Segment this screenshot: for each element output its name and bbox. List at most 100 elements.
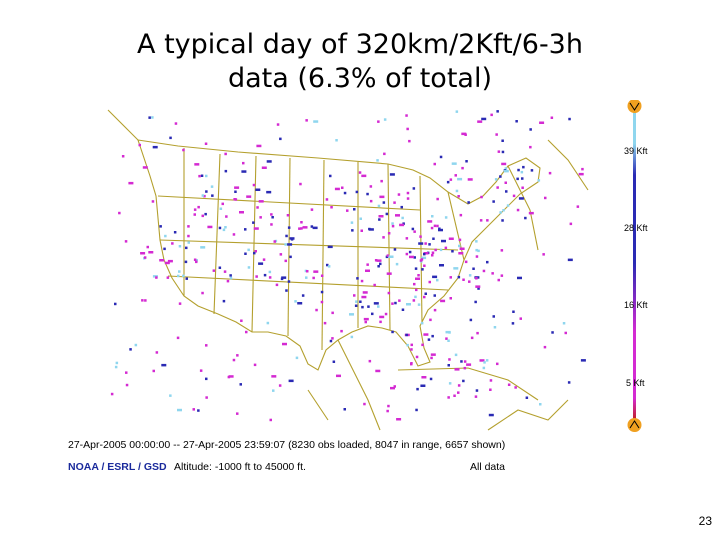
observation-mark: [332, 360, 336, 363]
bottom-handle-chevron-icon: [629, 420, 640, 429]
observation-mark: [436, 278, 439, 282]
observation-mark: [564, 331, 567, 335]
observation-mark: [447, 396, 450, 399]
observation-mark: [406, 343, 409, 347]
observation-mark: [390, 386, 395, 390]
observation-mark: [246, 195, 252, 198]
observation-mark: [341, 186, 344, 189]
observation-mark: [474, 300, 477, 304]
observation-mark: [393, 201, 396, 204]
observation-mark: [432, 237, 435, 240]
observation-mark: [288, 379, 294, 383]
observation-mark: [300, 221, 303, 224]
observation-mark: [327, 265, 331, 268]
observation-mark: [449, 297, 452, 300]
observation-mark: [224, 226, 227, 229]
observation-mark: [418, 242, 424, 245]
observation-mark: [219, 207, 223, 210]
observation-mark: [501, 219, 504, 222]
observation-mark: [247, 248, 250, 252]
observation-mark: [205, 396, 208, 399]
observation-mark: [424, 292, 427, 295]
observation-mark: [229, 276, 233, 280]
observation-mark: [279, 137, 282, 141]
observation-mark: [134, 343, 138, 347]
observation-mark: [222, 299, 226, 303]
observation-mark: [378, 215, 384, 218]
observation-mark: [141, 299, 144, 302]
observation-mark: [419, 259, 423, 262]
color-bar-bottom-handle[interactable]: [627, 418, 642, 432]
observation-mark: [379, 320, 382, 324]
observation-mark: [379, 315, 385, 319]
legend-label-39kft: 39 Kft: [624, 146, 648, 156]
observation-mark: [204, 212, 207, 216]
observation-mark: [205, 344, 208, 347]
observation-mark: [395, 214, 400, 217]
observation-mark: [155, 276, 158, 279]
observation-mark: [544, 196, 547, 200]
observation-mark: [376, 159, 379, 162]
observation-mark: [578, 172, 584, 176]
color-bar-top-handle[interactable]: [627, 100, 642, 113]
observation-mark: [320, 290, 324, 294]
observation-mark: [528, 211, 534, 215]
observation-mark: [492, 200, 495, 203]
observation-mark: [253, 363, 257, 367]
observation-mark: [432, 275, 438, 279]
observation-mark: [472, 267, 475, 270]
top-handle-chevron-icon: [629, 102, 640, 111]
observation-mark: [239, 211, 244, 214]
observation-mark: [457, 391, 460, 394]
org-link[interactable]: NOAA / ESRL / GSD: [68, 461, 167, 473]
observation-mark: [477, 287, 480, 290]
observation-mark: [417, 274, 420, 277]
observation-mark: [241, 170, 247, 173]
observation-mark: [244, 252, 247, 255]
observation-mark: [247, 266, 251, 269]
observation-mark: [195, 259, 198, 262]
observation-mark: [232, 233, 236, 236]
observation-mark: [138, 143, 141, 147]
observation-mark: [320, 274, 324, 277]
observation-mark: [448, 358, 451, 361]
observation-mark: [430, 356, 433, 360]
observation-mark: [489, 379, 493, 382]
observation-mark: [474, 395, 478, 398]
observation-mark: [475, 255, 479, 258]
observation-mark: [438, 228, 443, 232]
observation-mark: [312, 276, 315, 280]
observation-mark: [412, 187, 416, 190]
observation-mark: [233, 198, 236, 201]
legend-label-28kft: 28 Kft: [624, 223, 648, 233]
observation-mark: [537, 179, 541, 182]
observation-mark: [496, 110, 499, 113]
observation-mark: [448, 237, 454, 240]
observation-mark: [477, 120, 483, 123]
observation-mark: [500, 274, 504, 277]
observation-mark: [382, 201, 386, 204]
observation-mark: [287, 243, 293, 246]
observation-mark: [327, 245, 333, 249]
observation-mark: [377, 305, 380, 308]
observation-mark: [421, 256, 427, 260]
observation-mark: [234, 190, 237, 193]
observation-mark: [430, 226, 434, 230]
observation-mark: [377, 204, 381, 208]
observation-mark: [405, 237, 409, 240]
observation-mark: [457, 177, 463, 181]
observation-mark: [522, 165, 525, 169]
observation-mark: [519, 317, 522, 320]
observation-mark: [430, 353, 436, 356]
observation-mark: [255, 275, 258, 278]
observation-mark: [239, 383, 242, 386]
observation-mark: [530, 169, 534, 172]
observation-mark: [386, 254, 390, 257]
observation-mark: [205, 377, 208, 381]
observation-mark: [436, 197, 439, 201]
observation-mark: [262, 258, 266, 261]
observation-mark: [512, 310, 515, 313]
observation-mark: [369, 199, 373, 203]
observation-mark: [368, 227, 371, 231]
observation-mark: [476, 331, 479, 335]
